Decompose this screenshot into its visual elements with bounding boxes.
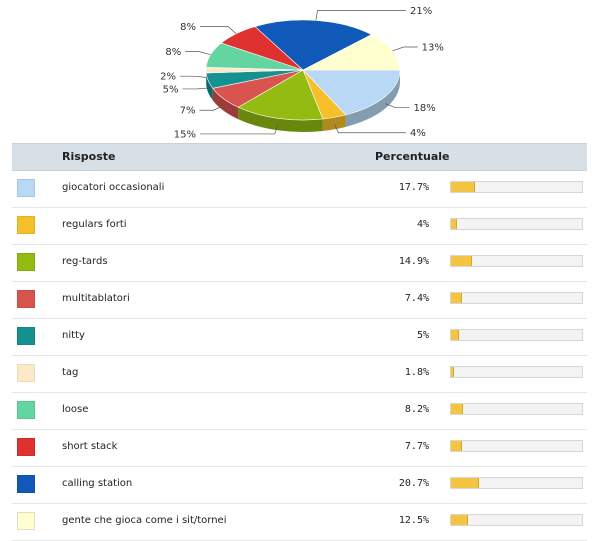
percent-bar-fill	[451, 478, 479, 488]
pie-leader-line	[180, 76, 206, 77]
color-swatch	[17, 512, 35, 530]
pie-value-label: 13%	[422, 43, 444, 54]
answer-label: loose	[62, 404, 88, 415]
percent-bar-fill	[451, 293, 462, 303]
pie-value-label: 2%	[160, 72, 176, 83]
pie-chart: 18% 4% 15% 7%5%2% 8% 8% 21% 13%	[0, 0, 600, 140]
color-swatch	[17, 216, 35, 234]
table-row: loose 8.2%	[12, 393, 587, 430]
answer-percent: 8.2%	[405, 404, 429, 415]
percent-bar-fill	[451, 330, 459, 340]
color-swatch	[17, 438, 35, 456]
table-body: giocatori occasionali 17.7% regulars forti…	[12, 171, 587, 541]
results-table: Risposte Percentuale giocatori occasiona…	[12, 143, 587, 541]
pie-leader-line	[183, 88, 209, 89]
pie-value-label: 18%	[414, 103, 436, 114]
percent-bar-fill	[451, 367, 454, 377]
pie-value-label: 4%	[410, 128, 426, 139]
pie-leader-line	[200, 26, 236, 33]
answer-label: nitty	[62, 330, 85, 341]
answer-label: short stack	[62, 441, 117, 452]
table-header: Risposte Percentuale	[12, 143, 587, 171]
percent-bar-track	[450, 292, 583, 304]
answer-percent: 14.9%	[399, 256, 429, 267]
table-row: multitablatori 7.4%	[12, 282, 587, 319]
percent-bar-track	[450, 440, 583, 452]
table-row: tag 1.8%	[12, 356, 587, 393]
table-row: short stack 7.7%	[12, 430, 587, 467]
pie-value-label: 7%	[180, 106, 196, 117]
answer-label: giocatori occasionali	[62, 182, 164, 193]
percent-bar-track	[450, 218, 583, 230]
percent-bar-fill	[451, 182, 475, 192]
pie-value-label: 8%	[180, 22, 196, 33]
percent-bar-fill	[451, 441, 462, 451]
answer-percent: 20.7%	[399, 478, 429, 489]
answer-percent: 7.4%	[405, 293, 429, 304]
percent-bar-track	[450, 255, 583, 267]
header-answer: Risposte	[62, 150, 116, 163]
percent-bar-track	[450, 477, 583, 489]
answer-label: reg-tards	[62, 256, 108, 267]
table-row: regulars forti 4%	[12, 208, 587, 245]
percent-bar-track	[450, 329, 583, 341]
answer-label: regulars forti	[62, 219, 127, 230]
color-swatch	[17, 290, 35, 308]
table-row: reg-tards 14.9%	[12, 245, 587, 282]
answer-label: gente che gioca come i sit/tornei	[62, 515, 226, 526]
pie-value-label: 5%	[163, 84, 179, 95]
percent-bar-track	[450, 514, 583, 526]
pie-value-label: 8%	[165, 47, 181, 58]
answer-percent: 17.7%	[399, 182, 429, 193]
percent-bar-track	[450, 366, 583, 378]
answer-percent: 12.5%	[399, 515, 429, 526]
color-swatch	[17, 179, 35, 197]
color-swatch	[17, 364, 35, 382]
answer-label: multitablatori	[62, 293, 130, 304]
pie-value-label: 15%	[174, 129, 196, 140]
percent-bar-fill	[451, 219, 457, 229]
answer-percent: 4%	[417, 219, 429, 230]
pie-leader-line	[316, 11, 406, 21]
answer-percent: 7.7%	[405, 441, 429, 452]
table-row: calling station 20.7%	[12, 467, 587, 504]
table-row: giocatori occasionali 17.7%	[12, 171, 587, 208]
color-swatch	[17, 253, 35, 271]
answer-label: calling station	[62, 478, 132, 489]
percent-bar-fill	[451, 515, 468, 525]
color-swatch	[17, 401, 35, 419]
answer-label: tag	[62, 367, 78, 378]
table-row: gente che gioca come i sit/tornei 12.5%	[12, 504, 587, 541]
pie-value-label: 21%	[410, 6, 432, 17]
answer-percent: 5%	[417, 330, 429, 341]
percent-bar-track	[450, 181, 583, 193]
percent-bar-track	[450, 403, 583, 415]
header-percent: Percentuale	[375, 150, 450, 163]
pie-leader-line	[393, 47, 418, 51]
table-row: nitty 5%	[12, 319, 587, 356]
answer-percent: 1.8%	[405, 367, 429, 378]
color-swatch	[17, 327, 35, 345]
pie-leader-line	[185, 52, 210, 55]
percent-bar-fill	[451, 256, 472, 266]
percent-bar-fill	[451, 404, 463, 414]
color-swatch	[17, 475, 35, 493]
